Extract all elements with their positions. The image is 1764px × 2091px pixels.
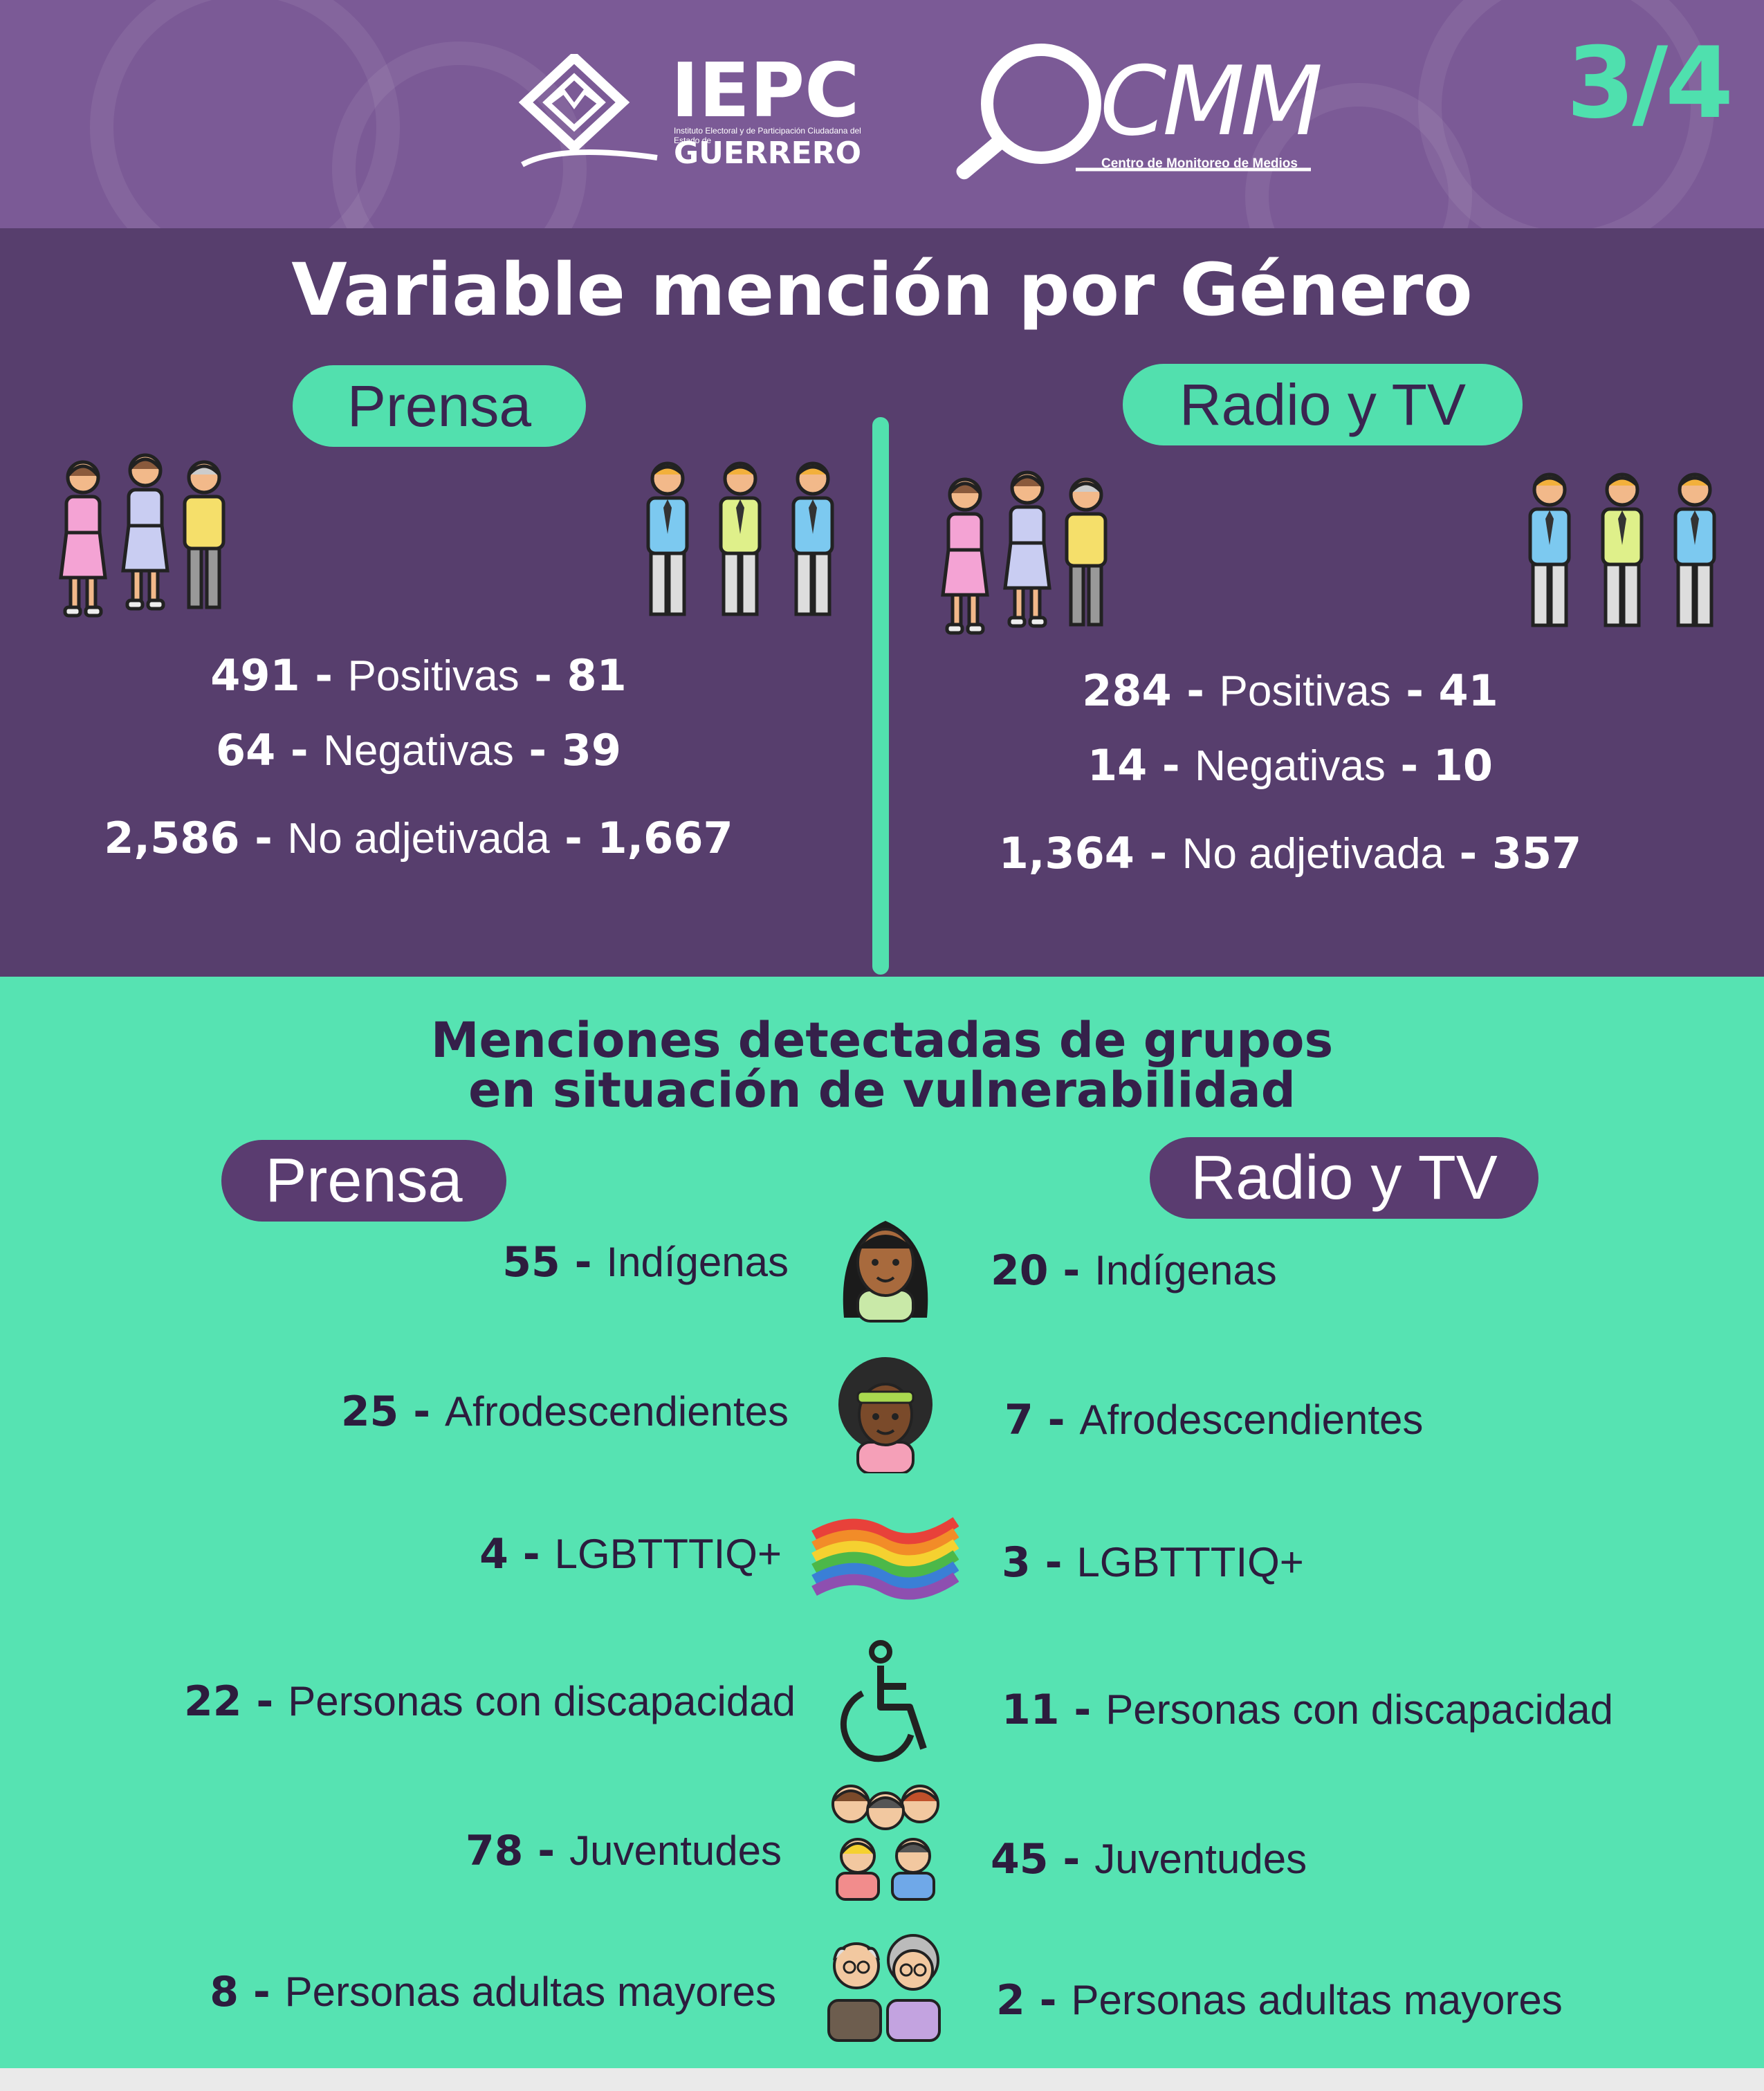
prensa-lgbtttiq-row: 4 - LGBTTTIQ+ [479,1530,782,1578]
prensa-positivas-row: 491 - Positivas - 81 [210,650,627,701]
radio-tv-indigenas-row: 20 - Indígenas [991,1246,1277,1295]
youth-group-icon [832,1785,939,1901]
vulnerable-title-line2: en situación de vulnerabilidad [468,1062,1296,1118]
iepc-name: IEPC [671,48,860,134]
radio-tv-pill: Radio y TV [1150,1137,1538,1219]
vulnerable-title-line1: Menciones detectadas de grupos [430,1012,1334,1069]
rainbow-flag-icon [811,1517,959,1600]
radio-tv-negativas-row: 14 - Negativas - 10 [1087,740,1494,791]
iepc-logo-icon [519,54,658,167]
vertical-divider [872,417,889,975]
radio-tv-no-adjetivada-row: 1,364 - No adjetivada - 357 [998,828,1582,878]
men-group-icon [640,451,847,638]
elderly-couple-icon [827,1934,941,2042]
iepc-state: GUERRERO [674,136,862,171]
prensa-pill: Prensa [293,365,586,447]
prensa-adultas-mayores-row: 8 - Personas adultas mayores [210,1968,776,2016]
women-group-icon [937,467,1108,654]
radio-tv-juventudes-row: 45 - Juventudes [991,1835,1307,1883]
men-group-icon [1522,462,1729,649]
cmm-magnifier-logo-icon [956,44,1311,180]
prensa-afrodescendientes-row: 25 - Afrodescendientes [340,1388,789,1436]
prensa-discapacidad-row: 22 - Personas con discapacidad [184,1677,796,1726]
cmm-name: CMM [1100,46,1323,157]
vulnerable-title: Menciones detectadas de grupos en situac… [0,1015,1764,1115]
prensa-negativas-row: 64 - Negativas - 39 [215,725,622,775]
radio-tv-positivas-row: 284 - Positivas - 41 [1082,665,1498,716]
prensa-juventudes-row: 78 - Juventudes [465,1827,782,1875]
header [0,0,1764,228]
afrodescendant-woman-icon [838,1357,932,1473]
radio-tv-adultas-mayores-row: 2 - Personas adultas mayores [996,1976,1563,2025]
page-number: 3/4 [1566,26,1734,140]
wheelchair-icon [840,1640,927,1762]
radio-tv-discapacidad-row: 11 - Personas con discapacidad [1002,1686,1613,1734]
prensa-no-adjetivada-row: 2,586 - No adjetivada - 1,667 [104,813,733,863]
radio-tv-lgbtttiq-row: 3 - LGBTTTIQ+ [1002,1538,1304,1587]
bottom-strip [0,2068,1764,2091]
women-group-icon [55,450,226,636]
iepc-subtitle: Instituto Electoral y de Participación C… [674,126,861,145]
prensa-indigenas-row: 55 - Indígenas [502,1238,789,1287]
cmm-subtitle: Centro de Monitoreo de Medios [1101,156,1298,171]
indigenous-woman-icon [843,1221,928,1323]
gender-title: Variable mención por Género [291,248,1473,332]
radio-tv-afrodescendientes-row: 7 - Afrodescendientes [1004,1396,1424,1444]
prensa-pill: Prensa [221,1140,506,1222]
radio-tv-pill: Radio y TV [1123,364,1523,445]
